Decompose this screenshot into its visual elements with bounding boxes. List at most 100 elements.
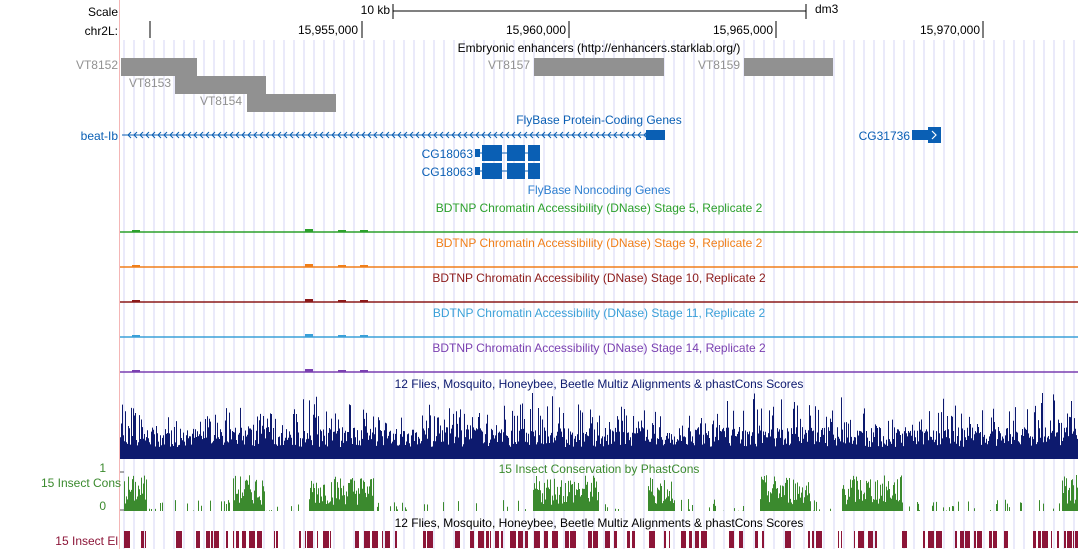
strand-arrow [517, 131, 522, 139]
cons15-track-title[interactable]: 15 Insect Conservation by PhastCons [498, 462, 700, 476]
el15-element [470, 531, 474, 548]
strand-arrow [373, 131, 378, 139]
dnase-track-title-stage11[interactable]: BDTNP Chromatin Accessibility (DNase) St… [432, 306, 766, 320]
strand-arrow [271, 131, 276, 139]
dnase-track-title-stage9[interactable]: BDTNP Chromatin Accessibility (DNase) St… [435, 236, 763, 250]
enhancer-label-vt8152[interactable]: VT8152 [75, 58, 118, 72]
el15-element [1073, 531, 1074, 548]
dnase-track-title-stage5[interactable]: BDTNP Chromatin Accessibility (DNase) St… [435, 201, 763, 215]
dnase-signal-bump [360, 300, 368, 302]
el15-element [299, 531, 301, 548]
dnase-track-title-stage14[interactable]: BDTNP Chromatin Accessibility (DNase) St… [432, 341, 766, 355]
el15-element [214, 531, 219, 548]
strand-arrow [289, 131, 294, 139]
el15-element [993, 531, 997, 548]
strand-arrow [235, 131, 240, 139]
el15-element [364, 531, 370, 548]
dnase-signal-bump [305, 299, 313, 302]
strand-arrow [169, 131, 174, 139]
flybase-coding-track-title[interactable]: FlyBase Protein-Coding Genes [516, 113, 682, 127]
dnase-signal-bump [360, 370, 368, 372]
strand-arrow [415, 131, 420, 139]
dnase-signal-bump [338, 300, 346, 302]
enhancer-label-vt8159[interactable]: VT8159 [697, 58, 740, 72]
el15-element [785, 531, 791, 548]
enhancer-block [247, 94, 336, 112]
cons15-side-label[interactable]: 15 Insect Cons [40, 476, 121, 490]
enhancers-track-title[interactable]: Embryonic enhancers (http://enhancers.st… [457, 41, 741, 55]
el15-element [868, 531, 873, 548]
el15-track-title[interactable]: 12 Flies, Mosquito, Honeybee, Beetle Mul… [394, 516, 804, 530]
gene-label-cg18063[interactable]: CG18063 [421, 165, 473, 179]
enhancer-label-vt8157[interactable]: VT8157 [487, 58, 530, 72]
el15-element [649, 531, 655, 548]
gene-exon-cg31736 [928, 127, 941, 143]
gene-exon-cg18063 [528, 163, 540, 179]
strand-arrow [931, 130, 937, 140]
el15-element [145, 531, 146, 548]
gene-label-cg18063[interactable]: CG18063 [421, 147, 473, 161]
ruler-tick-label: 15,955,000 [297, 23, 358, 37]
el15-element [689, 531, 692, 548]
el15-side-label[interactable]: 15 Insect El [55, 534, 118, 548]
el15-element [974, 531, 976, 548]
el15-element [490, 531, 491, 548]
el15-element [977, 531, 982, 548]
dnase-signal-bump [305, 264, 313, 267]
el15-element [816, 531, 822, 548]
strand-arrow [283, 131, 288, 139]
el15-element [762, 531, 764, 548]
multiz-track-title[interactable]: 12 Flies, Mosquito, Honeybee, Beetle Mul… [394, 377, 804, 391]
strand-arrow [151, 131, 156, 139]
dnase-signal-bump [360, 265, 368, 267]
strand-arrow [175, 131, 180, 139]
el15-element [423, 531, 426, 548]
strand-arrow [301, 131, 306, 139]
el15-element [501, 531, 503, 548]
el15-element [729, 531, 734, 548]
el15-element [570, 531, 576, 548]
gene-label-beat-ib[interactable]: beat-Ib [80, 129, 118, 143]
strand-arrow [223, 131, 228, 139]
el15-element [372, 531, 378, 548]
el15-element [544, 531, 548, 548]
strand-arrow [463, 131, 468, 139]
scale-bar-label: 10 kb [360, 3, 390, 17]
strand-arrow [637, 131, 642, 139]
el15-element [242, 531, 246, 548]
flybase-noncoding-track-title[interactable]: FlyBase Noncoding Genes [527, 183, 671, 197]
dnase-signal-bump [360, 230, 368, 232]
enhancer-label-vt8154[interactable]: VT8154 [199, 94, 242, 108]
strand-arrow [343, 131, 348, 139]
strand-arrow [493, 131, 498, 139]
el15-element [323, 531, 329, 548]
strand-arrow [313, 131, 318, 139]
dnase-track-title-stage10[interactable]: BDTNP Chromatin Accessibility (DNase) St… [432, 271, 766, 285]
strand-arrow [391, 131, 396, 139]
strand-arrow [541, 131, 546, 139]
strand-arrow [595, 131, 600, 139]
strand-arrow [331, 131, 336, 139]
strand-arrow [163, 131, 168, 139]
el15-element [196, 531, 200, 548]
ruler-tick-label: 15,970,000 [919, 23, 980, 37]
enhancer-label-vt8153[interactable]: VT8153 [128, 76, 171, 90]
multiz-signal [120, 393, 1078, 459]
strand-arrow [253, 131, 258, 139]
el15-element [923, 531, 925, 548]
gene-label-cg31736[interactable]: CG31736 [858, 129, 910, 143]
dnase-signal-bump [338, 370, 346, 372]
el15-element [1075, 531, 1078, 548]
strand-arrow [349, 131, 354, 139]
el15-element [518, 531, 523, 548]
strand-arrow [559, 131, 564, 139]
el15-element [534, 531, 540, 548]
strand-arrow [205, 131, 210, 139]
el15-element [1042, 531, 1048, 548]
strand-arrow [211, 131, 216, 139]
strand-arrow [355, 131, 360, 139]
gene-exon-cg18063 [475, 167, 480, 175]
el15-element [495, 531, 499, 548]
dnase-signal-bump [338, 230, 346, 232]
